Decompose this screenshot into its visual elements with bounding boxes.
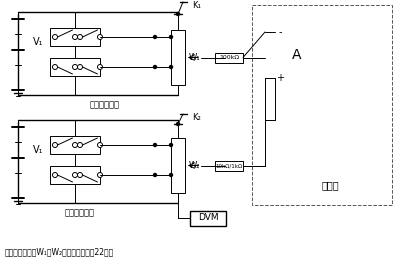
Circle shape: [170, 173, 172, 177]
Text: 100kΩ: 100kΩ: [219, 55, 239, 60]
Circle shape: [72, 65, 78, 69]
Bar: [50, 166, 100, 184]
Text: -: -: [278, 27, 282, 37]
Circle shape: [170, 143, 172, 147]
Circle shape: [52, 143, 58, 147]
Text: 10kΩ/1kΩ: 10kΩ/1kΩ: [216, 163, 242, 168]
Text: DVM: DVM: [198, 214, 218, 222]
Bar: [171, 138, 185, 193]
Bar: [215, 53, 243, 62]
Bar: [50, 58, 100, 76]
Text: W₂: W₂: [189, 161, 200, 170]
Text: 模拟电源装置: 模拟电源装置: [65, 209, 95, 218]
Circle shape: [170, 65, 172, 69]
Text: 注：其中电位器W₁、W₂为多圈电位器（22圈）: 注：其中电位器W₁、W₂为多圈电位器（22圈）: [5, 248, 114, 256]
Circle shape: [52, 173, 58, 177]
Circle shape: [78, 173, 82, 177]
Bar: [215, 161, 243, 170]
Text: V₁: V₁: [33, 37, 43, 47]
Circle shape: [72, 143, 78, 147]
Bar: [190, 211, 226, 226]
Circle shape: [78, 65, 82, 69]
Circle shape: [98, 35, 102, 39]
Bar: [252, 5, 392, 205]
Bar: [50, 136, 100, 154]
Bar: [50, 28, 100, 46]
Circle shape: [98, 65, 102, 69]
Circle shape: [154, 143, 156, 147]
Bar: [171, 30, 185, 85]
Circle shape: [98, 143, 102, 147]
Circle shape: [52, 65, 58, 69]
Circle shape: [98, 173, 102, 177]
Text: 补偿电源装置: 补偿电源装置: [90, 100, 120, 110]
Circle shape: [176, 122, 180, 125]
Circle shape: [78, 143, 82, 147]
Circle shape: [52, 35, 58, 39]
Circle shape: [170, 35, 172, 39]
Circle shape: [78, 35, 82, 39]
Circle shape: [72, 173, 78, 177]
Text: K₂: K₂: [192, 113, 201, 121]
Text: +: +: [276, 73, 284, 83]
Text: K₁: K₁: [192, 1, 201, 9]
Circle shape: [72, 35, 78, 39]
Circle shape: [154, 173, 156, 177]
Circle shape: [176, 13, 180, 16]
Text: V₁: V₁: [33, 145, 43, 155]
Circle shape: [154, 65, 156, 69]
Text: A: A: [292, 48, 302, 62]
Text: 测试盒: 测试盒: [321, 180, 339, 190]
Text: W₁: W₁: [189, 53, 201, 62]
Circle shape: [154, 35, 156, 39]
